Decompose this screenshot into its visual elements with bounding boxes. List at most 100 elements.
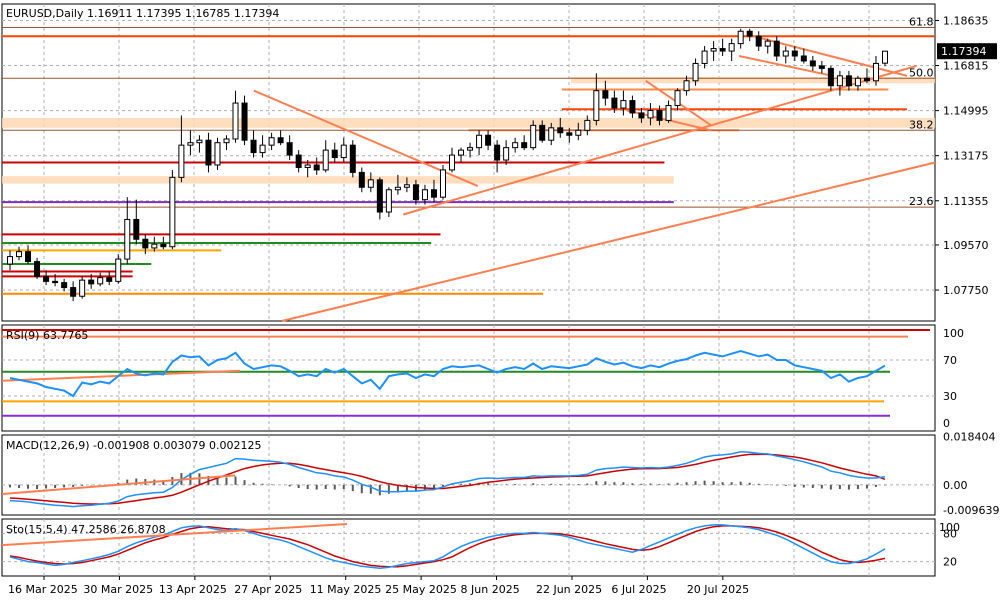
bear-candle [629, 100, 636, 114]
macd-tick-label: -0.009639 [943, 504, 999, 517]
bear-candle [430, 189, 437, 198]
bull-candle [782, 50, 789, 57]
bull-candle [683, 80, 690, 92]
rsi-tick-label: 0 [943, 417, 950, 430]
bull-candle [467, 147, 474, 151]
macd-tick-label: 0.018404 [943, 431, 996, 444]
bear-candle [800, 55, 807, 62]
fib-label: 38.2 [909, 118, 934, 131]
macd-label: MACD(12,26,9) -0.001908 0.003079 0.00212… [6, 439, 261, 452]
bull-candle [882, 50, 888, 64]
bull-candle [259, 144, 266, 154]
bull-candle [728, 43, 735, 52]
trendline [738, 55, 833, 77]
bull-candle [340, 144, 347, 159]
bull-candle [169, 176, 176, 248]
bear-candle [205, 139, 212, 166]
bear-candle [349, 144, 356, 173]
bull-candle [268, 137, 275, 146]
bull-candle [403, 184, 410, 188]
stochastic-label: Sto(15,5,4) 47.2586 26.8708 [6, 523, 166, 536]
bear-candle [142, 238, 149, 249]
bull-candle [836, 75, 843, 87]
bear-candle [809, 60, 816, 67]
stochastic-panel [1, 523, 886, 569]
bear-candle [827, 67, 834, 87]
bull-candle [151, 243, 158, 249]
bull-candle [367, 179, 374, 188]
bull-candle [548, 127, 555, 141]
macd-panel [1, 451, 886, 508]
bear-candle [485, 134, 492, 146]
bear-candle [106, 277, 113, 282]
macd-main-line [9, 451, 886, 508]
bear-candle [719, 48, 726, 52]
bull-candle [710, 48, 717, 52]
bear-candle [88, 279, 95, 285]
bull-candle [223, 138, 230, 144]
bear-candle [241, 102, 248, 141]
x-tick-label: 16 Mar 2025 [8, 583, 78, 596]
rsi-panel [1, 329, 930, 417]
stochastic-tick-label: 20 [943, 556, 957, 569]
bull-candle [322, 149, 329, 171]
stochastic-tick-top: 100 [939, 521, 960, 534]
bull-candle [304, 164, 311, 168]
bull-candle [449, 154, 456, 171]
price-tick-label: 1.07750 [943, 284, 989, 297]
bear-candle [557, 127, 564, 134]
bull-candle [872, 62, 879, 82]
bear-candle [755, 35, 762, 47]
candles [7, 28, 888, 302]
bull-candle [692, 62, 699, 82]
bear-candle [277, 137, 284, 144]
bull-candle [439, 169, 446, 198]
bull-candle [584, 119, 591, 131]
x-tick-label: 11 May 2025 [310, 583, 382, 596]
bear-candle [412, 184, 419, 201]
macd-trendline [1, 474, 236, 496]
bull-candle [674, 90, 681, 107]
support-zone [2, 176, 674, 184]
bull-candle [593, 90, 600, 121]
bull-candle [854, 77, 861, 87]
rsi-tick-label: 70 [943, 354, 957, 367]
axis-labels: 1.17394 1.18635 1.16815 1.14995 1.13175 1.113… [8, 14, 999, 596]
bear-candle [34, 261, 41, 277]
bear-candle [845, 75, 852, 87]
bull-candle [115, 258, 122, 282]
bear-candle [358, 171, 365, 188]
bear-candle [818, 65, 825, 69]
bull-candle [647, 109, 654, 119]
price-tick-label: 1.09570 [943, 239, 989, 252]
bear-candle [494, 144, 501, 161]
support-zone [571, 77, 935, 84]
bull-candle [701, 50, 708, 64]
price-tick-label: 1.13175 [943, 150, 989, 163]
x-tick-label: 6 Jul 2025 [611, 583, 666, 596]
bear-candle [133, 218, 140, 240]
x-tick-label: 30 Mar 2025 [83, 583, 153, 596]
x-tick-label: 27 Apr 2025 [234, 583, 302, 596]
bull-candle [385, 189, 392, 213]
fib-label: 23.6 [909, 195, 934, 208]
x-tick-label: 22 Jun 2025 [536, 583, 602, 596]
x-tick-label: 20 Jul 2025 [687, 583, 749, 596]
bull-candle [620, 100, 627, 109]
bull-candle [575, 129, 582, 136]
bull-candle [458, 149, 465, 156]
stochastic-panel-frame [1, 518, 936, 577]
symbol-header: EURUSD,Daily 1.16911 1.17395 1.16785 1.1… [6, 7, 279, 20]
current-price-label: 1.17394 [941, 45, 987, 58]
trendline [281, 161, 936, 322]
bull-candle [476, 134, 483, 149]
bear-candle [331, 149, 338, 159]
price-tick-label: 1.11355 [943, 195, 989, 208]
price-tick-label: 1.14995 [943, 105, 989, 118]
rsi-tick-label: 30 [943, 390, 957, 403]
bear-candle [746, 30, 753, 37]
bull-candle [196, 139, 203, 144]
bear-candle [863, 77, 870, 82]
bear-candle [791, 50, 798, 57]
